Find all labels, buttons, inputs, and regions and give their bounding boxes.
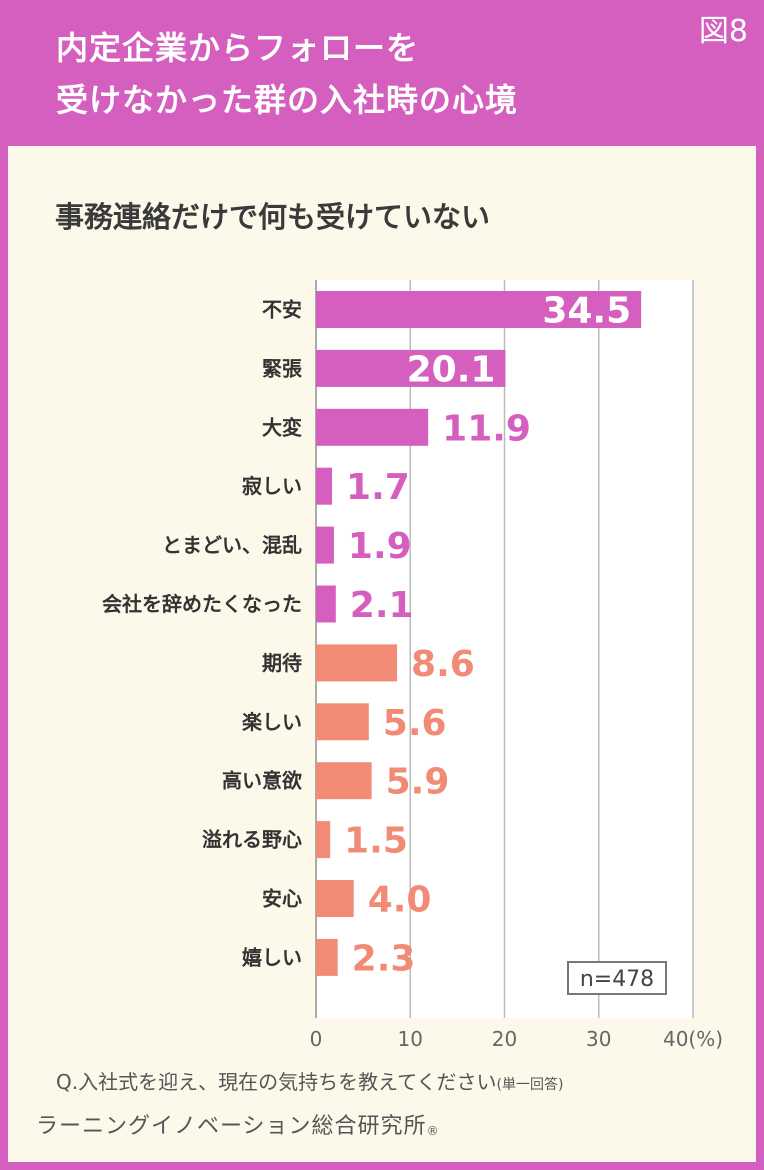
value-label: 8.6 [411, 644, 475, 685]
value-label: 5.9 [386, 762, 450, 803]
value-label: 1.9 [348, 526, 412, 567]
value-label: 5.6 [383, 703, 447, 744]
value-label: 4.0 [368, 880, 432, 921]
bar-11 [316, 938, 338, 976]
question-note: (単一回答) [496, 1077, 564, 1093]
bar-8 [316, 762, 372, 800]
category-label: 大変 [262, 415, 302, 439]
category-label: 不安 [262, 298, 302, 322]
bar-3 [316, 467, 333, 505]
question-text: Q.入社式を迎え、現在の気持ちを教えてください(単一回答) [56, 1066, 563, 1095]
bar-9 [316, 821, 331, 859]
source-credit: ラーニングイノベーション総合研究所® [36, 1108, 440, 1140]
bar-10 [316, 880, 354, 917]
x-tick-label: 10 [398, 1027, 423, 1051]
figure-label: 図8 [698, 14, 748, 49]
value-label: 1.5 [344, 821, 408, 862]
value-label: 1.7 [346, 467, 410, 508]
value-label: 2.3 [352, 938, 416, 979]
category-label: 安心 [262, 887, 302, 911]
x-tick-label: 0 [310, 1027, 323, 1051]
category-label: 期待 [262, 651, 302, 675]
bar-4 [316, 526, 334, 564]
x-tick-label: 40(%) [663, 1027, 723, 1051]
bar-2 [316, 408, 429, 446]
bar-6 [316, 644, 398, 682]
value-label: 20.1 [407, 349, 496, 390]
category-label: 溢れる野心 [202, 828, 302, 852]
x-tick-label: 20 [492, 1027, 517, 1051]
category-label: 緊張 [262, 356, 303, 380]
header-title-line1: 内定企業からフォローを [56, 29, 420, 67]
category-label: 寂しい [242, 474, 302, 498]
category-label: とまどい、混乱 [162, 533, 302, 557]
source-name: ラーニングイノベーション総合研究所 [36, 1114, 427, 1139]
header-title: 内定企業からフォローを 受けなかった群の入社時の心境 [56, 22, 518, 126]
bar-1 [316, 349, 506, 387]
bar-5 [316, 585, 336, 623]
value-label: 2.1 [350, 585, 414, 626]
sample-size-box: n=478 [567, 961, 667, 995]
header-title-line2: 受けなかった群の入社時の心境 [56, 81, 519, 119]
question-main: Q.入社式を迎え、現在の気持ちを教えてください [56, 1070, 497, 1094]
chart-title: 事務連絡だけで何も受けていない [55, 200, 491, 234]
value-label: 34.5 [542, 291, 631, 332]
bar-0 [316, 291, 642, 328]
registered-mark: ® [426, 1124, 440, 1138]
category-label: 嬉しい [242, 945, 302, 969]
category-label: 会社を辞めたくなった [102, 592, 302, 616]
x-tick-label: 30 [586, 1027, 611, 1051]
bar-7 [316, 703, 369, 741]
category-label: 楽しい [242, 710, 302, 734]
value-label: 11.9 [442, 408, 531, 449]
category-label: 高い意欲 [222, 769, 302, 793]
